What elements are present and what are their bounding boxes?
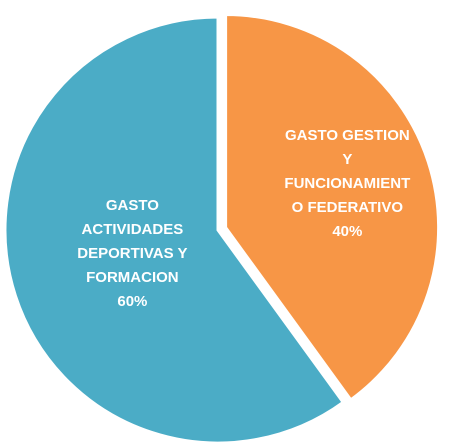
pie-slice <box>3 15 346 445</box>
label-line: ACTIVIDADES <box>82 221 184 238</box>
label-line: Y <box>342 151 352 168</box>
label-line: FORMACION <box>86 269 179 286</box>
label-line: GASTO GESTION <box>285 127 410 144</box>
value-label: 40% <box>332 223 362 240</box>
label-line: O FEDERATIVO <box>292 199 404 216</box>
slice-label: GASTO GESTION Y FUNCIONAMIENT O FEDERATIVO <box>284 127 410 216</box>
value-label: 60% <box>117 293 147 310</box>
label-line: FUNCIONAMIENT <box>284 175 410 192</box>
label-line: GASTO <box>106 197 159 214</box>
label-line: DEPORTIVAS Y <box>77 245 187 262</box>
slice-label: GASTO ACTIVIDADES DEPORTIVAS Y FORMACION <box>77 197 187 286</box>
pie-slice <box>224 13 441 402</box>
